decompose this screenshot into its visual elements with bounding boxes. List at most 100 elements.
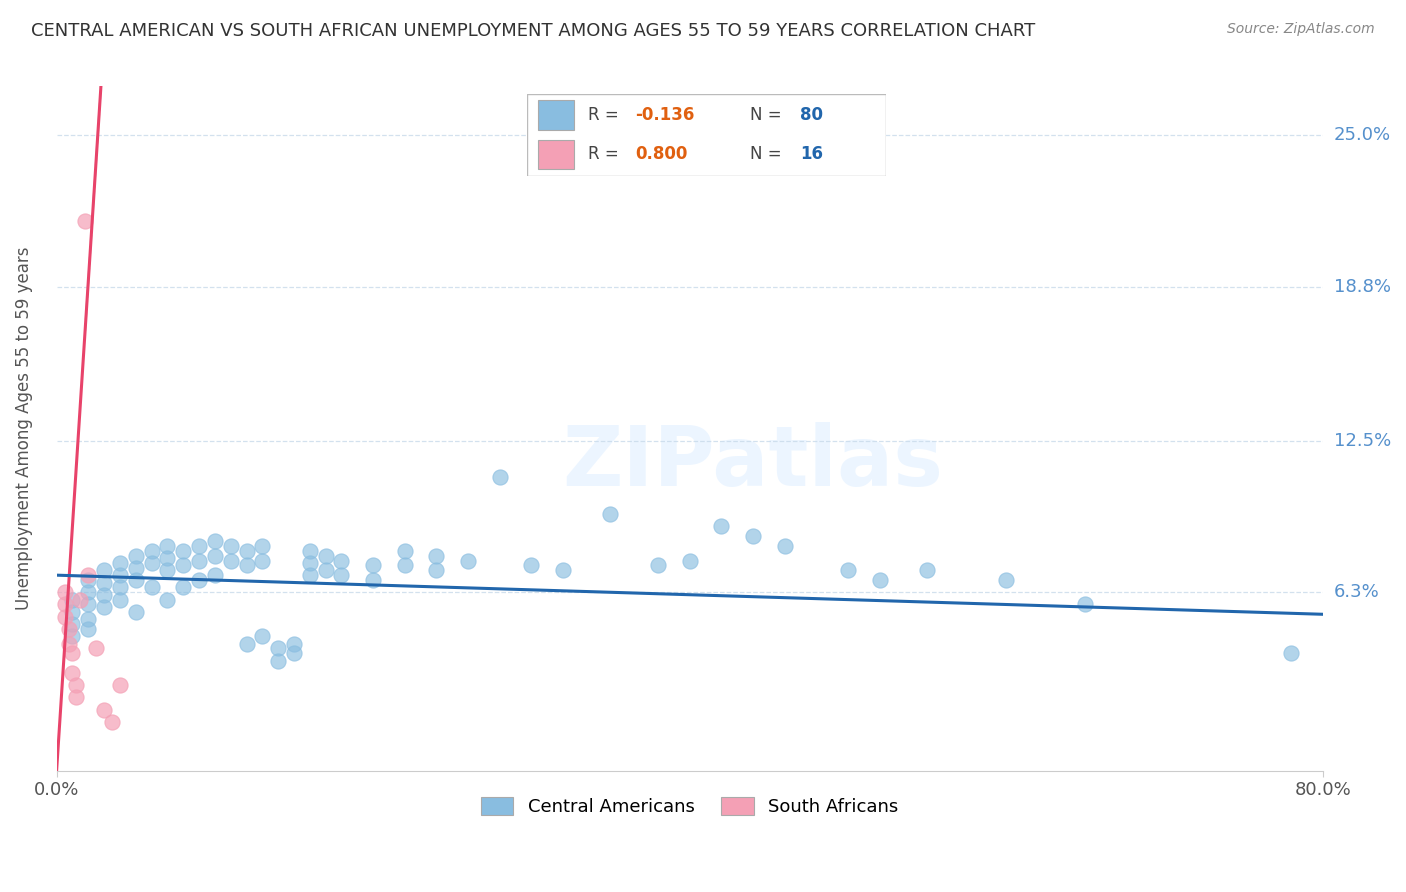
Point (93, 563, 115, 577)
Point (65, 678, 87, 692)
Point (204, 568, 226, 582)
Point (53, 585, 76, 599)
Bar (538, 100, 574, 129)
Text: CENTRAL AMERICAN VS SOUTH AFRICAN UNEMPLOYMENT AMONG AGES 55 TO 59 YEARS CORRELA: CENTRAL AMERICAN VS SOUTH AFRICAN UNEMPL… (31, 22, 1035, 40)
Point (488, 470, 510, 484)
Point (77, 622, 100, 636)
Point (361, 558, 384, 573)
Point (995, 573, 1018, 587)
Point (678, 553, 700, 567)
Point (62, 665, 84, 680)
Text: 18.8%: 18.8% (1334, 277, 1391, 296)
Point (188, 553, 211, 567)
Text: 12.5%: 12.5% (1334, 432, 1391, 450)
Point (77, 598, 100, 612)
Point (235, 543, 257, 558)
Point (62, 617, 84, 632)
Point (252, 539, 274, 553)
Point (773, 539, 796, 553)
Point (283, 637, 305, 651)
Point (204, 533, 226, 548)
Text: N =: N = (749, 106, 786, 124)
Point (141, 581, 163, 595)
Text: ZIPatlas: ZIPatlas (562, 422, 943, 503)
Point (53, 598, 76, 612)
Point (219, 553, 242, 567)
Point (108, 556, 131, 570)
Point (267, 654, 290, 668)
Text: 80: 80 (800, 106, 823, 124)
Point (125, 561, 148, 575)
Point (394, 558, 416, 573)
Point (1074, 598, 1097, 612)
Point (188, 573, 211, 587)
Point (141, 556, 163, 570)
Point (125, 605, 148, 619)
Point (298, 568, 321, 582)
Point (394, 543, 416, 558)
Point (315, 563, 337, 577)
Point (62, 605, 84, 619)
Point (62, 646, 84, 660)
Point (252, 629, 274, 643)
Point (172, 581, 194, 595)
Point (315, 549, 337, 563)
Text: Source: ZipAtlas.com: Source: ZipAtlas.com (1227, 22, 1375, 37)
Point (58, 637, 80, 651)
Point (219, 539, 242, 553)
Point (156, 592, 179, 607)
Point (156, 563, 179, 577)
Point (156, 551, 179, 566)
Text: R =: R = (588, 106, 624, 124)
Point (77, 612, 100, 626)
Point (108, 568, 131, 582)
Point (267, 641, 290, 656)
Point (84, 641, 107, 656)
Point (252, 553, 274, 567)
Point (425, 549, 447, 563)
Point (93, 599, 115, 614)
Point (457, 553, 479, 567)
Point (330, 568, 353, 582)
Point (235, 637, 257, 651)
Point (53, 609, 76, 624)
Point (710, 519, 733, 533)
Point (101, 714, 124, 729)
Point (108, 581, 131, 595)
Point (204, 549, 226, 563)
Text: N =: N = (749, 145, 786, 163)
Point (62, 592, 84, 607)
Point (188, 539, 211, 553)
Text: -0.136: -0.136 (636, 106, 695, 124)
Point (837, 563, 859, 577)
Point (520, 558, 543, 573)
Point (551, 563, 574, 577)
Point (77, 568, 100, 582)
Text: R =: R = (588, 145, 624, 163)
Point (235, 558, 257, 573)
Y-axis label: Unemployment Among Ages 55 to 59 years: Unemployment Among Ages 55 to 59 years (15, 247, 32, 610)
Point (298, 556, 321, 570)
Bar (538, 140, 574, 169)
Point (125, 573, 148, 587)
FancyBboxPatch shape (527, 94, 886, 176)
Point (58, 622, 80, 636)
Point (108, 678, 131, 692)
Point (172, 543, 194, 558)
Text: 25.0%: 25.0% (1334, 127, 1391, 145)
Point (93, 703, 115, 717)
Point (125, 549, 148, 563)
Text: 6.3%: 6.3% (1334, 583, 1379, 601)
Point (599, 507, 621, 521)
Legend: Central Americans, South Africans: Central Americans, South Africans (474, 790, 905, 823)
Point (283, 646, 305, 660)
Point (425, 563, 447, 577)
Point (1279, 646, 1302, 660)
Point (156, 539, 179, 553)
Point (298, 543, 321, 558)
Point (62, 629, 84, 643)
Point (65, 690, 87, 705)
Point (93, 588, 115, 602)
Point (330, 553, 353, 567)
Point (141, 543, 163, 558)
